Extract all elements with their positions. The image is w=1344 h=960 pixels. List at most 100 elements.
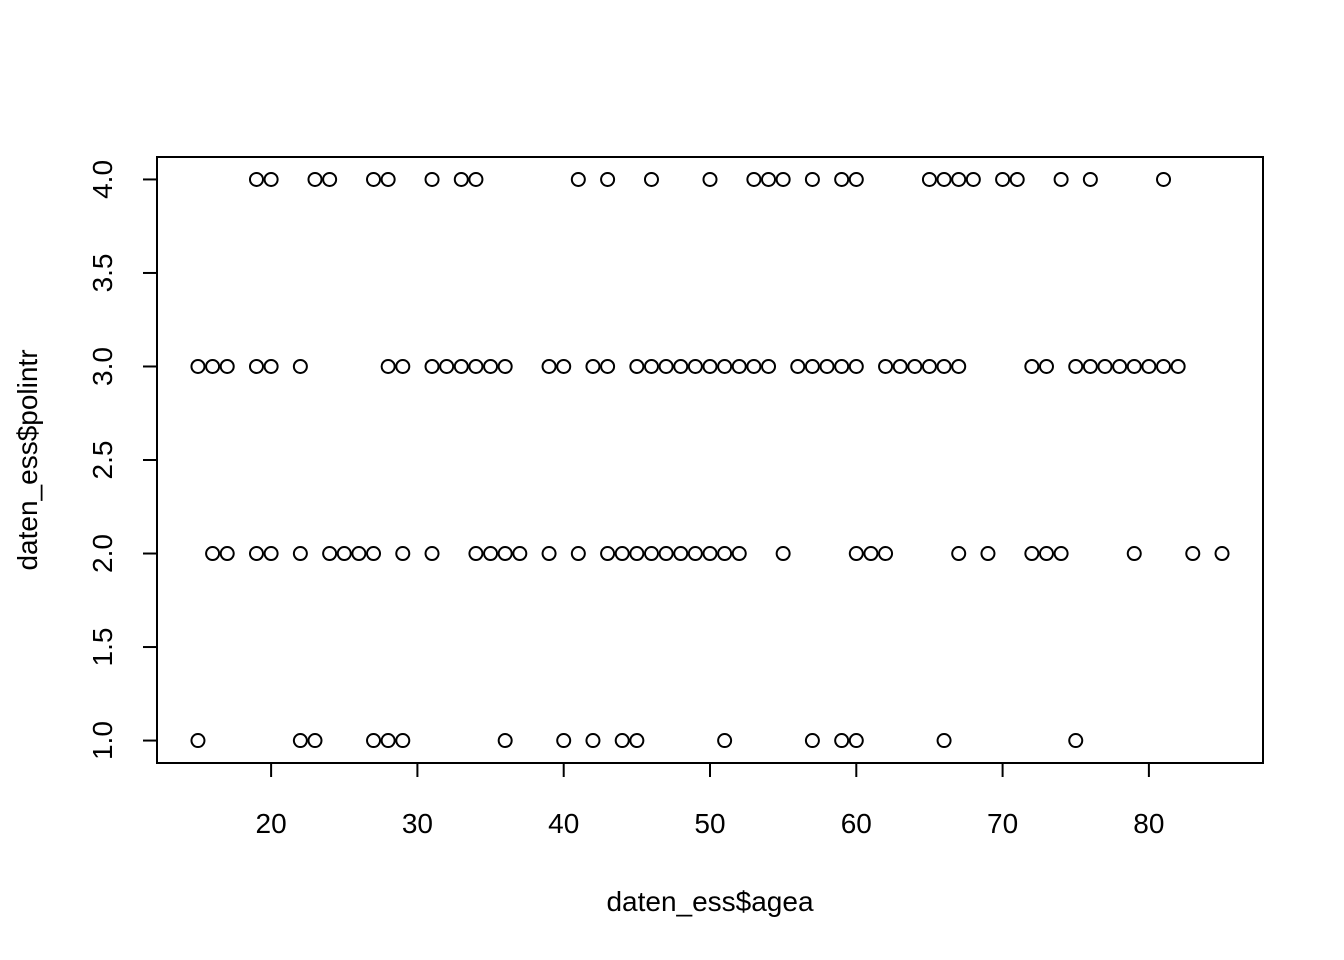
data-point — [731, 358, 747, 374]
data-point — [614, 733, 630, 749]
data-point — [921, 171, 937, 187]
data-point — [1185, 546, 1201, 562]
data-point — [746, 358, 762, 374]
data-point — [541, 358, 557, 374]
data-point — [673, 546, 689, 562]
data-point — [1082, 358, 1098, 374]
x-tick-label: 60 — [841, 808, 872, 839]
x-tick-label: 80 — [1133, 808, 1164, 839]
data-point — [878, 546, 894, 562]
data-point — [790, 358, 806, 374]
data-point — [980, 546, 996, 562]
y-tick-label: 4.0 — [87, 160, 118, 199]
data-point — [643, 546, 659, 562]
y-tick-label: 3.0 — [87, 347, 118, 386]
data-point — [600, 546, 616, 562]
y-axis-title: daten_ess$polintr — [12, 349, 43, 570]
data-point — [1082, 171, 1098, 187]
data-point — [205, 546, 221, 562]
data-point — [717, 358, 733, 374]
data-point — [731, 546, 747, 562]
data-point — [219, 546, 235, 562]
data-point — [292, 358, 308, 374]
data-point — [936, 171, 952, 187]
data-point — [424, 546, 440, 562]
data-point — [468, 358, 484, 374]
data-point — [775, 546, 791, 562]
data-point — [687, 546, 703, 562]
data-point — [936, 358, 952, 374]
data-point — [307, 171, 323, 187]
data-point — [307, 733, 323, 749]
data-point — [366, 171, 382, 187]
data-point — [1156, 171, 1172, 187]
data-point — [205, 358, 221, 374]
data-point — [702, 358, 718, 374]
data-point — [951, 546, 967, 562]
data-point — [1024, 546, 1040, 562]
data-point — [556, 358, 572, 374]
data-point — [248, 171, 264, 187]
data-point — [643, 171, 659, 187]
data-point — [556, 733, 572, 749]
data-point — [848, 733, 864, 749]
data-point — [1214, 546, 1230, 562]
data-point — [190, 358, 206, 374]
data-point — [658, 358, 674, 374]
data-point — [292, 546, 308, 562]
data-point — [292, 733, 308, 749]
data-point — [1141, 358, 1157, 374]
data-point — [804, 733, 820, 749]
data-point — [1068, 733, 1084, 749]
y-axis: 1.0 1.5 2.0 2.5 3.0 3.5 4.0 — [87, 160, 158, 760]
data-point — [380, 171, 396, 187]
data-point — [1112, 358, 1128, 374]
data-point — [936, 733, 952, 749]
data-point — [322, 171, 338, 187]
data-point — [497, 358, 513, 374]
data-point — [468, 171, 484, 187]
data-point — [892, 358, 908, 374]
data-point — [248, 546, 264, 562]
data-point — [863, 546, 879, 562]
data-point — [702, 171, 718, 187]
data-point — [1024, 358, 1040, 374]
data-point — [439, 358, 455, 374]
data-point — [1053, 546, 1069, 562]
data-point — [366, 546, 382, 562]
data-point — [395, 546, 411, 562]
data-point — [629, 358, 645, 374]
x-tick-label: 50 — [694, 808, 725, 839]
data-point — [380, 733, 396, 749]
data-point — [497, 733, 513, 749]
data-point — [248, 358, 264, 374]
data-point — [907, 358, 923, 374]
data-point — [848, 358, 864, 374]
data-point — [629, 733, 645, 749]
y-tick-label: 1.5 — [87, 628, 118, 667]
data-point — [570, 546, 586, 562]
data-point — [1097, 358, 1113, 374]
y-tick-label: 1.0 — [87, 721, 118, 760]
data-point — [848, 171, 864, 187]
data-point — [1170, 358, 1186, 374]
data-point — [600, 358, 616, 374]
data-point — [468, 546, 484, 562]
data-point — [453, 358, 469, 374]
data-point — [804, 171, 820, 187]
data-point — [643, 358, 659, 374]
data-point — [1126, 546, 1142, 562]
data-point — [951, 358, 967, 374]
data-point — [600, 171, 616, 187]
data-point — [819, 358, 835, 374]
data-point — [497, 546, 513, 562]
data-point — [483, 358, 499, 374]
data-point — [614, 546, 630, 562]
data-point — [336, 546, 352, 562]
data-point — [717, 733, 733, 749]
data-point — [570, 171, 586, 187]
y-tick-label: 2.0 — [87, 534, 118, 573]
